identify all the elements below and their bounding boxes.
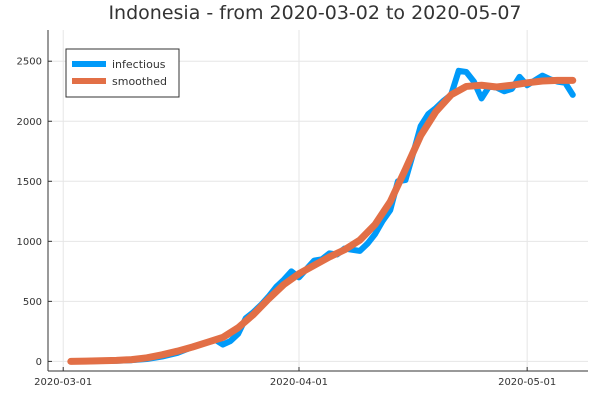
axes: 0 500 1000 1500 2000 2500 2020-03-01 2020-04-01… — [17, 30, 588, 388]
x-tick-label: 2020-04-01 — [270, 377, 328, 388]
x-tick-label: 2020-03-01 — [34, 377, 92, 388]
legend-box — [65, 48, 180, 98]
y-tick-label: 1000 — [17, 237, 42, 248]
y-tick-label: 2000 — [17, 117, 42, 128]
legend-label-smoothed: smoothed — [112, 75, 167, 88]
y-tick-label: 2500 — [17, 57, 42, 68]
series-layer — [67, 67, 577, 365]
legend: infectious smoothed — [65, 48, 180, 98]
y-tick-label: 0 — [36, 357, 42, 368]
legend-label-infectious: infectious — [112, 58, 166, 71]
y-tick-label: 1500 — [17, 177, 42, 188]
series-line-smoothed — [67, 76, 577, 365]
x-tick-label: 2020-05-01 — [498, 377, 556, 388]
series-line-infectious — [67, 67, 576, 365]
y-tick-label: 500 — [23, 297, 42, 308]
chart-title: Indonesia - from 2020-03-02 to 2020-05-0… — [108, 2, 521, 24]
